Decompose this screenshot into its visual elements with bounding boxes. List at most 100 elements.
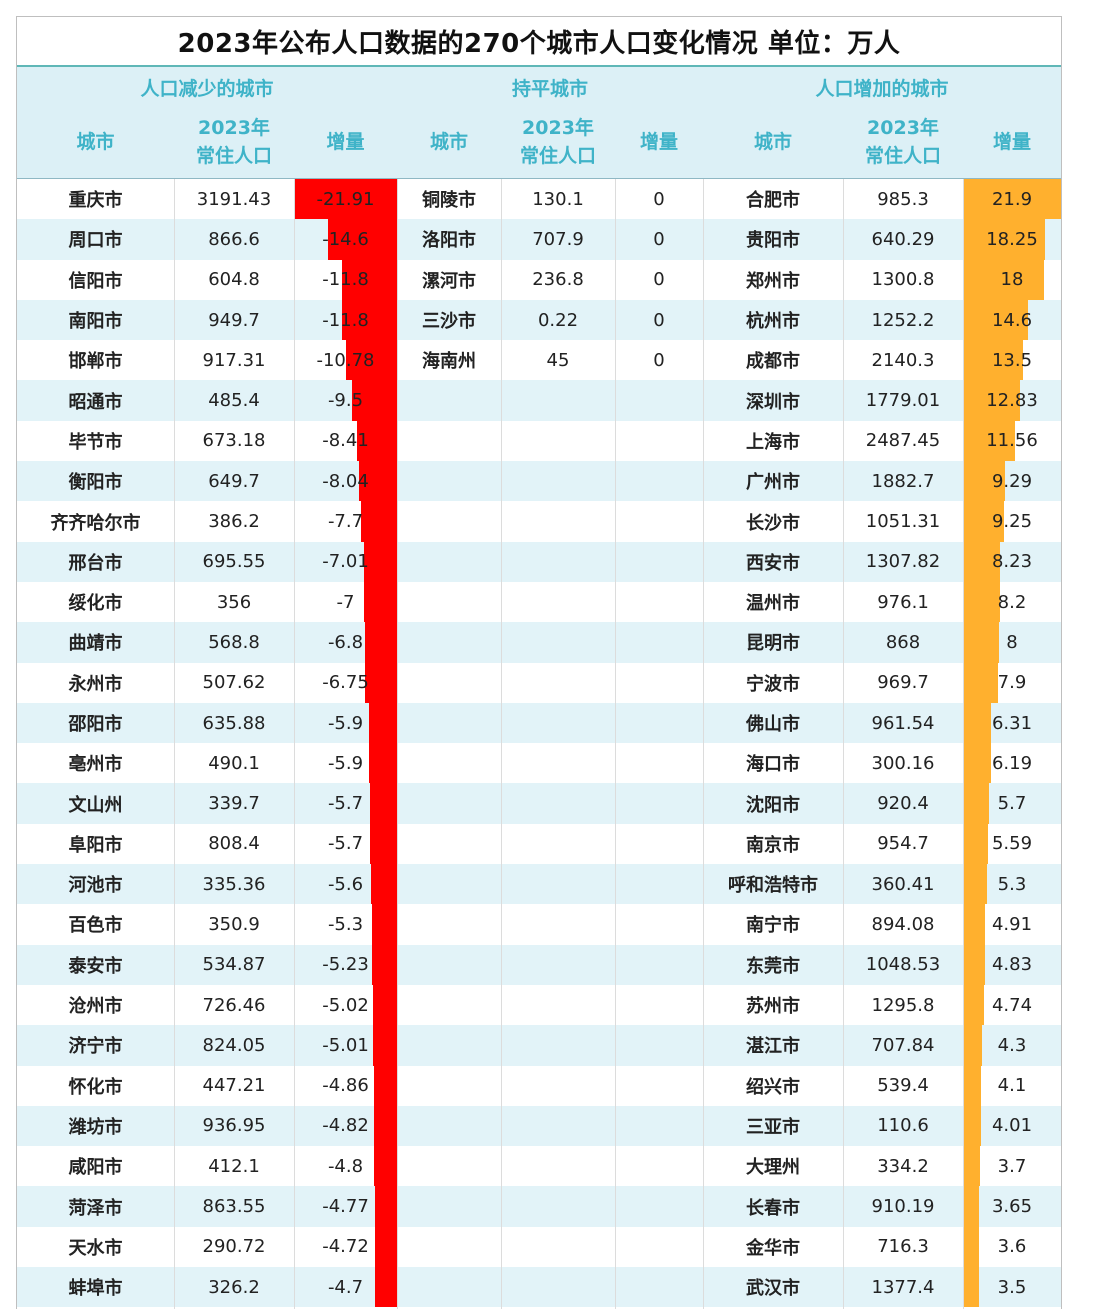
increase-population: 640.29 xyxy=(871,228,935,250)
table-row: 信阳市 604.8 -11.8 漯河市 236.8 0 郑州市 1300.8 18 xyxy=(17,259,1061,300)
decrease-population: 936.95 xyxy=(202,1115,266,1137)
increase-population: 2487.45 xyxy=(865,430,941,452)
decrease-city: 曲靖市 xyxy=(68,633,123,655)
col-header-change-decrease: 增量 xyxy=(326,131,365,153)
increase-bar xyxy=(963,1267,979,1308)
increase-city: 呼和浩特市 xyxy=(728,875,818,897)
decrease-change-value: -4.8 xyxy=(327,1155,364,1177)
flat-population: 707.9 xyxy=(532,228,584,250)
increase-bar xyxy=(963,1146,980,1187)
increase-bar xyxy=(963,219,1045,260)
decrease-bar xyxy=(374,1226,397,1268)
table-row: 绥化市 356 -7 温州市 976.1 8.2 xyxy=(17,581,1061,623)
decrease-change-value: -5.02 xyxy=(322,994,369,1016)
group-header-decrease: 人口减少的城市 xyxy=(140,77,274,100)
decrease-city: 南阳市 xyxy=(68,311,123,333)
table-row: 邯郸市 917.31 -10.78 海南州 45 0 成都市 2140.3 13.5 xyxy=(17,340,1061,381)
decrease-change-value: -4.7 xyxy=(327,1276,364,1298)
increase-bar xyxy=(963,1025,983,1066)
decrease-city: 重庆市 xyxy=(68,190,123,212)
decrease-population: 335.36 xyxy=(202,873,266,895)
increase-bar xyxy=(963,1226,980,1268)
decrease-population: 863.55 xyxy=(202,1196,266,1218)
decrease-city: 泰安市 xyxy=(68,955,123,977)
increase-change-value: 8.23 xyxy=(991,551,1033,573)
decrease-change-value: -7 xyxy=(336,591,355,613)
increase-city: 宁波市 xyxy=(746,673,800,695)
increase-population: 110.6 xyxy=(877,1115,929,1137)
increase-change-value: 4.91 xyxy=(991,913,1033,935)
column-divider xyxy=(294,179,295,1309)
increase-city: 郑州市 xyxy=(746,270,800,292)
decrease-population: 635.88 xyxy=(202,712,266,734)
decrease-bar xyxy=(364,541,397,582)
flat-city: 漯河市 xyxy=(422,270,476,292)
column-divider xyxy=(397,179,398,1309)
flat-city: 海南州 xyxy=(422,351,476,373)
col-header-pop-decrease: 2023年 常住人口 xyxy=(195,117,272,167)
col-header-change-increase: 增量 xyxy=(992,131,1031,153)
decrease-bar xyxy=(373,984,397,1026)
table-row: 南阳市 949.7 -11.8 三沙市 0.22 0 杭州市 1252.2 14.6 xyxy=(17,299,1061,341)
decrease-city: 邯郸市 xyxy=(68,351,123,373)
decrease-change-value: -21.91 xyxy=(316,188,375,210)
increase-population: 716.3 xyxy=(877,1236,929,1258)
increase-bar xyxy=(963,984,985,1026)
decrease-city: 绥化市 xyxy=(68,593,123,615)
increase-population: 1307.82 xyxy=(865,551,941,573)
decrease-population: 447.21 xyxy=(202,1075,266,1097)
increase-population: 920.4 xyxy=(877,793,929,815)
decrease-bar xyxy=(373,1025,397,1066)
decrease-population: 726.46 xyxy=(202,994,266,1016)
decrease-change-value: -4.77 xyxy=(322,1196,369,1218)
decrease-population: 326.2 xyxy=(208,1276,260,1298)
decrease-population: 3191.43 xyxy=(196,188,272,210)
increase-city: 苏州市 xyxy=(746,996,800,1018)
decrease-population: 412.1 xyxy=(208,1155,260,1177)
increase-change-value: 8 xyxy=(1006,631,1018,653)
decrease-change-value: -7.7 xyxy=(327,511,364,533)
flat-population: 130.1 xyxy=(532,188,584,210)
table-row: 阜阳市 808.4 -5.7 南京市 954.7 5.59 xyxy=(17,823,1061,865)
increase-city: 贵阳市 xyxy=(746,230,800,252)
increase-city: 湛江市 xyxy=(746,1036,800,1058)
increase-population: 334.2 xyxy=(877,1155,929,1177)
increase-city: 西安市 xyxy=(746,552,800,574)
decrease-population: 290.72 xyxy=(202,1236,266,1258)
decrease-population: 339.7 xyxy=(208,793,260,815)
increase-change-value: 18 xyxy=(1000,269,1024,291)
increase-change-value: 12.83 xyxy=(986,390,1038,412)
increase-population: 1882.7 xyxy=(871,470,935,492)
increase-city: 长沙市 xyxy=(746,512,800,534)
increase-change-value: 3.6 xyxy=(997,1236,1027,1258)
increase-change-value: 4.3 xyxy=(997,1034,1027,1056)
decrease-change-value: -11.8 xyxy=(322,269,369,291)
decrease-bar xyxy=(374,1186,397,1227)
decrease-city: 百色市 xyxy=(68,915,123,937)
increase-city: 杭州市 xyxy=(746,311,800,333)
increase-population: 868 xyxy=(885,631,921,653)
increase-bar xyxy=(963,179,1061,220)
decrease-population: 917.31 xyxy=(202,349,266,371)
flat-population: 45 xyxy=(546,349,570,371)
increase-population: 954.7 xyxy=(877,833,929,855)
population-sheet: 2023年公布人口数据的270个城市人口变化情况 单位：万人 人口减少的城市 持… xyxy=(16,16,1062,1309)
increase-city: 南宁市 xyxy=(746,915,800,937)
decrease-change-value: -5.9 xyxy=(327,752,364,774)
flat-change-value: 0 xyxy=(653,188,665,210)
table-row: 怀化市 447.21 -4.86 绍兴市 539.4 4.1 xyxy=(17,1065,1061,1106)
decrease-population: 808.4 xyxy=(208,833,260,855)
decrease-city: 济宁市 xyxy=(68,1036,123,1058)
decrease-change-value: -6.75 xyxy=(322,672,369,694)
decrease-change-value: -11.8 xyxy=(322,309,369,331)
table-row: 泰安市 534.87 -5.23 东莞市 1048.53 4.83 xyxy=(17,944,1061,985)
decrease-city: 菏泽市 xyxy=(68,1197,123,1219)
increase-city: 海口市 xyxy=(746,754,800,776)
table-row: 永州市 507.62 -6.75 宁波市 969.7 7.9 xyxy=(17,662,1061,703)
decrease-change-value: -9.5 xyxy=(327,390,364,412)
increase-bar xyxy=(963,1186,980,1227)
decrease-bar xyxy=(372,944,397,985)
table-row: 邢台市 695.55 -7.01 西安市 1307.82 8.23 xyxy=(17,541,1061,582)
decrease-population: 649.7 xyxy=(208,470,260,492)
increase-bar xyxy=(963,904,985,945)
